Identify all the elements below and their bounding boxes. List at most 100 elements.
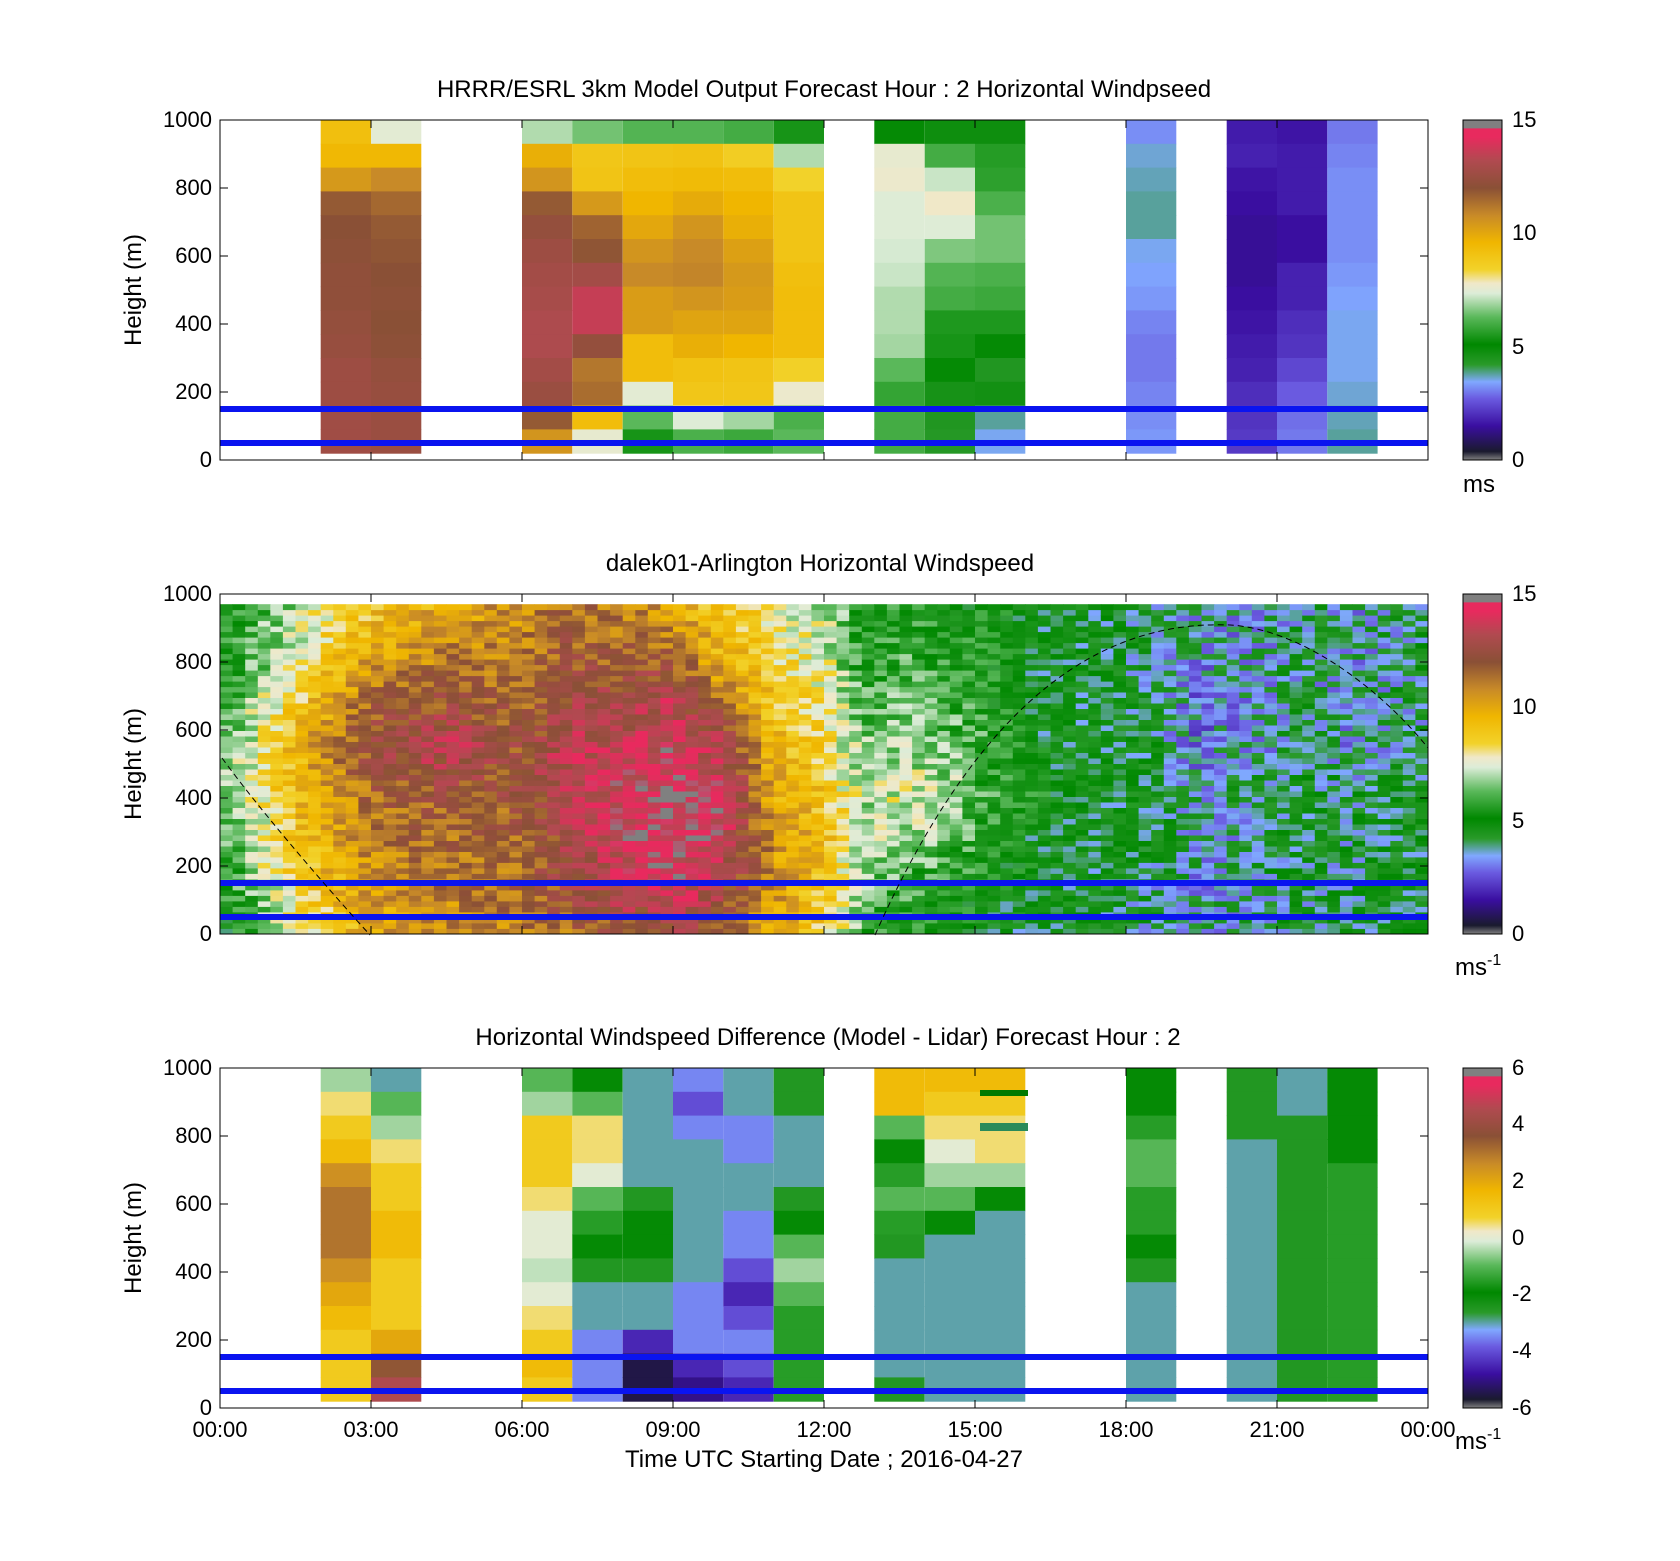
heatmap-cell [685, 697, 699, 704]
heatmap-cell [1188, 840, 1202, 847]
heatmap-cell [899, 703, 913, 709]
heatmap-cell [610, 835, 624, 841]
heatmap-cell [975, 857, 988, 863]
heatmap-cell [786, 807, 800, 814]
heatmap-cell [496, 901, 510, 907]
heatmap-cell [396, 736, 410, 742]
heatmap-cell [811, 780, 825, 786]
heatmap-cell [1050, 736, 1064, 742]
heatmap-cell [308, 714, 322, 720]
heatmap-cell [1050, 901, 1064, 907]
heatmap-cell [471, 780, 485, 786]
heatmap-cell [320, 686, 334, 693]
heatmap-cell [534, 829, 548, 836]
heatmap-cell [685, 741, 699, 748]
heatmap-cell [1063, 675, 1077, 682]
heatmap-cell [358, 626, 372, 633]
heatmap-cell [257, 736, 271, 742]
heatmap-cell [962, 895, 976, 902]
heatmap-cell [748, 807, 762, 814]
heatmap-cell [874, 334, 925, 359]
heatmap-cell [1201, 681, 1215, 688]
heatmap-cell [660, 670, 674, 677]
heatmap-cell [1063, 884, 1077, 891]
heatmap-cell [1163, 631, 1177, 638]
heatmap-cell [471, 846, 485, 852]
heatmap-cell [761, 609, 775, 616]
heatmap-cell [824, 895, 837, 902]
heatmap-cell [824, 890, 837, 896]
heatmap-cell [1138, 686, 1152, 693]
heatmap-cell [685, 928, 699, 935]
heatmap-cell [874, 609, 888, 616]
heatmap-cell [1176, 758, 1190, 764]
heatmap-cell [496, 681, 510, 688]
heatmap-cell [622, 310, 673, 335]
heatmap-cell [849, 692, 863, 698]
heatmap-cell [220, 697, 233, 704]
heatmap-cell [912, 868, 926, 874]
heatmap-cell [245, 774, 259, 781]
heatmap-cell [635, 664, 649, 671]
heatmap-cell [748, 604, 762, 611]
heatmap-cell [849, 840, 863, 847]
heatmap-cell [320, 774, 334, 781]
heatmap-cell [635, 642, 649, 649]
heatmap-cell [1075, 692, 1089, 698]
heatmap-cell [597, 807, 611, 814]
heatmap-cell [270, 829, 284, 836]
heatmap-cell [446, 747, 460, 753]
heatmap-cell [773, 791, 787, 797]
heatmap-cell [345, 736, 359, 742]
heatmap-cell [937, 923, 951, 929]
heatmap-cell [975, 758, 988, 764]
heatmap-cell [786, 752, 800, 759]
heatmap-cell [597, 719, 611, 726]
heatmap-cell [572, 286, 623, 311]
heatmap-cell [1201, 796, 1215, 803]
heatmap-cell [1000, 791, 1014, 797]
heatmap-cell [320, 725, 334, 731]
heatmap-cell [685, 785, 699, 792]
heatmap-cell [874, 604, 888, 611]
heatmap-cell [333, 631, 347, 638]
heatmap-cell [459, 714, 473, 720]
heatmap-cell [408, 615, 422, 622]
heatmap-cell [509, 714, 523, 720]
heatmap-cell [635, 686, 649, 693]
heatmap-cell [912, 752, 926, 759]
heatmap-cell [1000, 862, 1014, 869]
heatmap-cell [433, 741, 447, 748]
heatmap-cell [622, 851, 636, 858]
heatmap-cell [522, 686, 535, 693]
heatmap-cell [232, 758, 246, 764]
heatmap-cell [282, 758, 296, 764]
heatmap-cell [798, 725, 812, 731]
heatmap-cell [786, 851, 800, 858]
heatmap-cell [308, 813, 322, 819]
heatmap-cell [723, 813, 737, 819]
heatmap-cell [710, 725, 724, 731]
heatmap-cell [1327, 286, 1378, 311]
heatmap-cell [1063, 725, 1077, 731]
heatmap-cell [1277, 215, 1328, 240]
heatmap-cell [660, 884, 674, 891]
heatmap-cell [861, 917, 875, 924]
heatmap-cell [1100, 708, 1114, 715]
heatmap-cell [1063, 730, 1077, 737]
heatmap-cell [1050, 697, 1064, 704]
heatmap-cell [761, 697, 775, 704]
heatmap-cell [748, 791, 762, 797]
heatmap-cell [1100, 620, 1114, 627]
heatmap-cell [937, 758, 951, 764]
heatmap-cell [1188, 714, 1202, 720]
heatmap-cell [1012, 615, 1026, 622]
colorbar-tick-label: 5 [1512, 334, 1524, 359]
heatmap-cell [1012, 807, 1026, 814]
heatmap-cell [1151, 807, 1165, 814]
heatmap-cell [660, 791, 674, 797]
heatmap-cell [1050, 681, 1064, 688]
heatmap-cell [446, 763, 460, 770]
heatmap-cell [874, 262, 925, 288]
heatmap-cell [660, 697, 674, 704]
